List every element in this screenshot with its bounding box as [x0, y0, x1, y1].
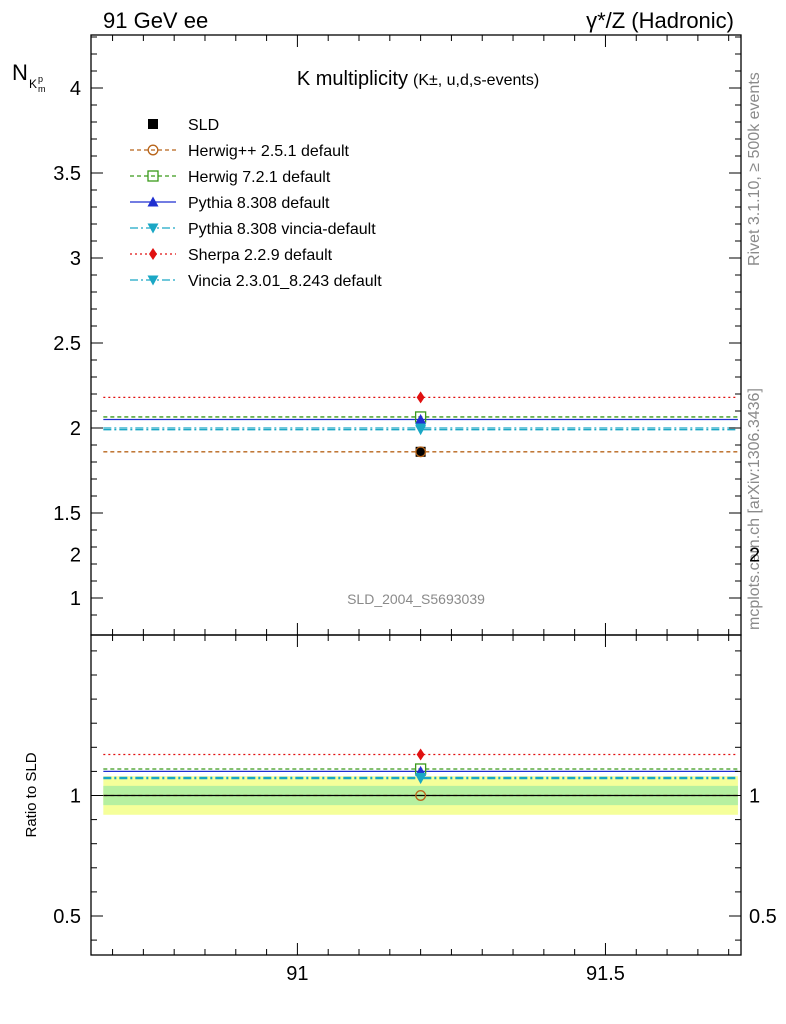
header-right: γ*/Z (Hadronic)	[586, 8, 734, 33]
main-ytick-label: 3.5	[53, 163, 81, 185]
main-ytick-label: 3	[70, 248, 81, 270]
legend-marker-5	[147, 275, 159, 286]
legend-marker-1	[147, 170, 159, 182]
data-point	[415, 446, 426, 457]
header-left: 91 GeV ee	[103, 8, 209, 33]
legend-label-data: SLD	[188, 117, 219, 134]
main-ytick-label: 4	[70, 78, 81, 100]
legend-label-3: Pythia 8.308 vincia-default	[188, 221, 376, 238]
main-ytick-label: 2	[70, 418, 81, 440]
main-ylabel-sub: K	[29, 77, 37, 91]
series-ratio-point-4	[416, 748, 425, 761]
ratio-ytick-label-right: 1	[749, 786, 760, 808]
legend-label-1: Herwig 7.2.1 default	[188, 169, 331, 186]
ratio-ytick-label-left: 0.5	[53, 906, 81, 928]
series-ratio-point-5	[415, 772, 427, 783]
series-point-5	[415, 423, 427, 434]
ratio-ylabel: Ratio to SLD	[23, 752, 40, 837]
series-ratio-point-0	[415, 790, 427, 801]
legend-label-2: Pythia 8.308 default	[188, 195, 330, 212]
main-ylabel-sup: p	[38, 74, 43, 84]
main-ytick-label: 1	[70, 588, 81, 610]
ratio-ytick-label-right: 2	[749, 545, 760, 567]
legend-marker-4	[149, 248, 157, 260]
analysis-watermark: SLD_2004_S5693039	[347, 591, 485, 607]
chart-title: K multiplicity (K±, u,d,s-events)	[297, 68, 539, 90]
xtick-label: 91.5	[586, 963, 625, 985]
ratio-ytick-label-left: 1	[70, 786, 81, 808]
main-ylabel-sub2: m	[38, 84, 46, 94]
legend-label-5: Vincia 2.3.01_8.243 default	[188, 273, 382, 290]
legend-label-0: Herwig++ 2.5.1 default	[188, 143, 350, 160]
series-point-2	[415, 414, 427, 424]
main-ylabel: N	[12, 60, 28, 85]
main-ytick-label: 2.5	[53, 333, 81, 355]
legend-marker-0	[147, 144, 159, 156]
series-point-0	[415, 446, 427, 458]
legend-marker-2	[147, 196, 159, 207]
legend-marker-3	[147, 223, 159, 234]
legend-label-4: Sherpa 2.2.9 default	[188, 247, 333, 264]
legend-marker-data	[148, 119, 158, 129]
xtick-label: 91	[286, 963, 308, 985]
ratio-ytick-label-left: 2	[70, 545, 81, 567]
main-ytick-label: 1.5	[53, 503, 81, 525]
ratio-ytick-label-right: 0.5	[749, 906, 777, 928]
series-point-4	[416, 391, 425, 404]
